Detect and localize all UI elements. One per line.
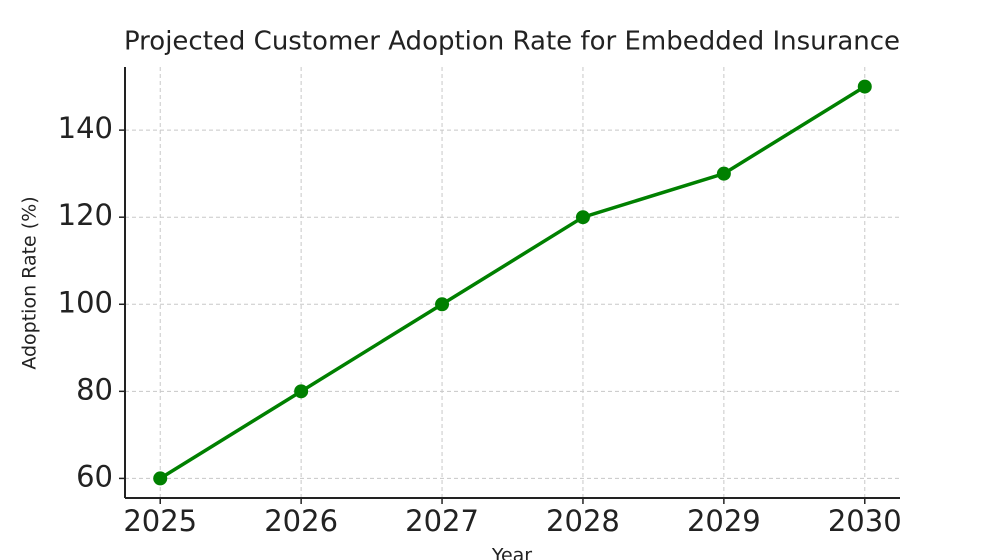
- x-tick-label: 2025: [123, 504, 197, 538]
- x-tick-label: 2028: [546, 504, 620, 538]
- y-tick-label: 120: [58, 198, 113, 232]
- y-axis-label: Adoption Rate (%): [19, 196, 41, 369]
- data-line: [159, 85, 866, 480]
- x-axis-label: Year: [491, 545, 532, 560]
- data-point: [435, 297, 450, 312]
- x-tick-label: 2030: [828, 504, 902, 538]
- data-point: [575, 210, 590, 225]
- y-tick-label: 60: [76, 459, 113, 493]
- chart-title: Projected Customer Adoption Rate for Emb…: [124, 27, 900, 57]
- x-tick-label: 2029: [687, 504, 761, 538]
- y-tick-label: 100: [58, 285, 113, 319]
- data-point: [716, 166, 731, 181]
- data-point: [294, 384, 309, 399]
- y-tick-label: 140: [58, 111, 113, 145]
- y-tick-label: 80: [76, 372, 113, 406]
- data-point: [153, 471, 168, 486]
- x-tick-label: 2026: [264, 504, 338, 538]
- x-tick-label: 2027: [405, 504, 479, 538]
- data-point: [857, 79, 872, 94]
